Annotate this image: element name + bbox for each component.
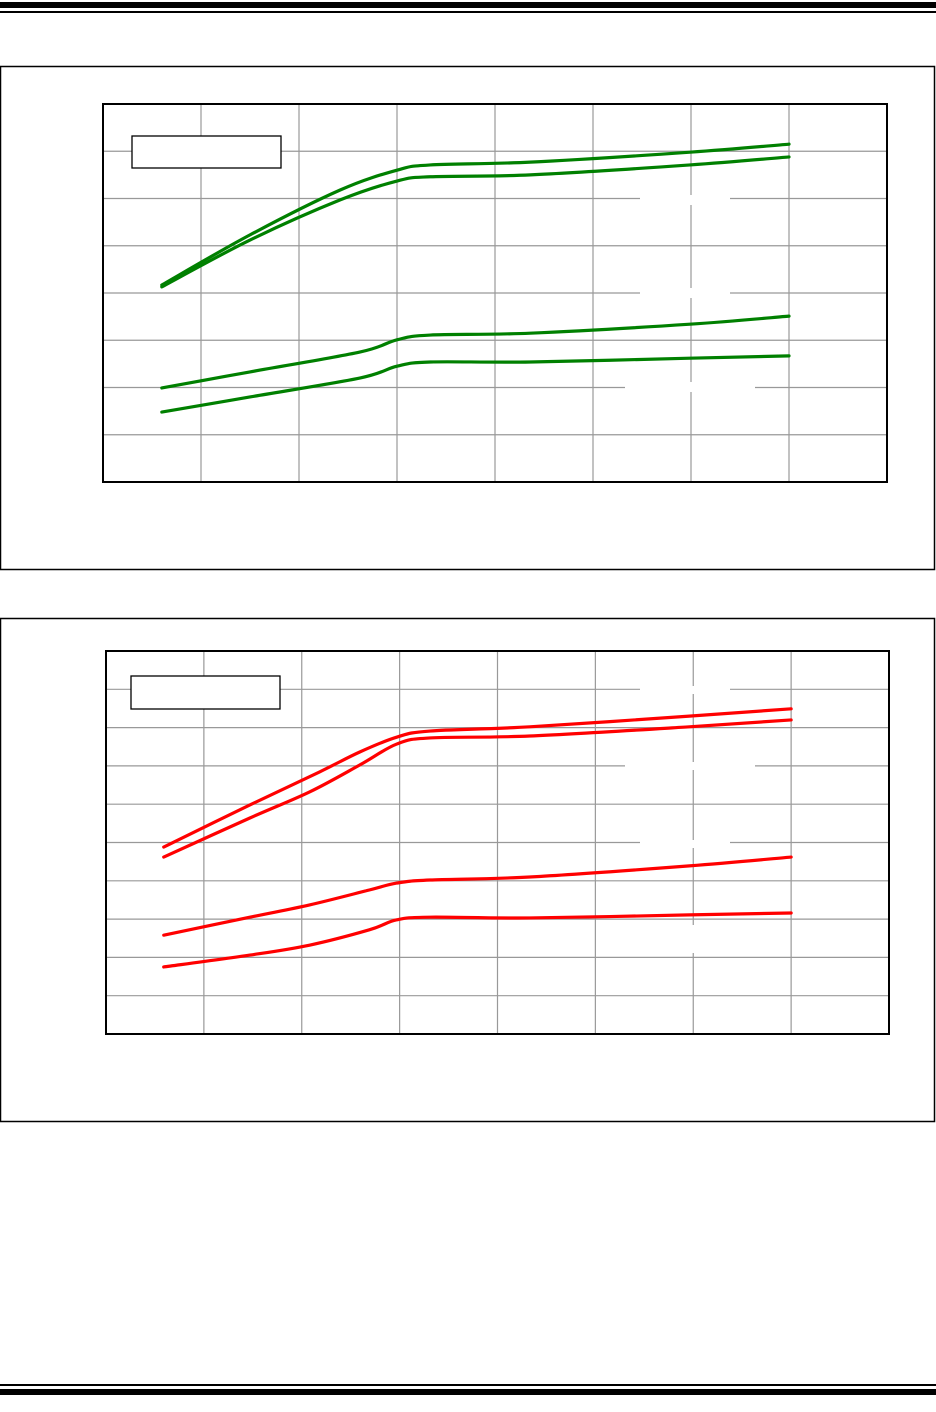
series-line-4 [160, 354, 791, 414]
chart-panel-2 [0, 617, 936, 1123]
series-line-4 [162, 911, 793, 969]
series-line-1 [160, 142, 791, 287]
footer-rule-thick [0, 1389, 936, 1395]
label-backdrop [640, 686, 730, 694]
legend-box [131, 135, 282, 169]
series-line-1 [162, 707, 793, 849]
chart-1 [102, 103, 888, 483]
series-line-2 [162, 718, 793, 859]
header-rule-thin [0, 11, 936, 13]
label-backdrop [640, 195, 730, 205]
footer-rule-thin [0, 1384, 936, 1386]
plot-frame [105, 650, 890, 1035]
chart-panel-1 [0, 65, 936, 571]
label-backdrop [625, 762, 755, 770]
plot-frame [102, 103, 888, 483]
label-backdrop [625, 382, 755, 392]
series-line-2 [160, 155, 791, 289]
label-backdrop [640, 840, 730, 848]
series-line-3 [160, 314, 791, 390]
chart-2 [105, 650, 890, 1035]
label-backdrop [690, 925, 700, 953]
legend-box [130, 675, 281, 710]
label-backdrop [640, 288, 730, 298]
series-line-3 [162, 855, 793, 937]
header-rule-thick [0, 2, 936, 8]
